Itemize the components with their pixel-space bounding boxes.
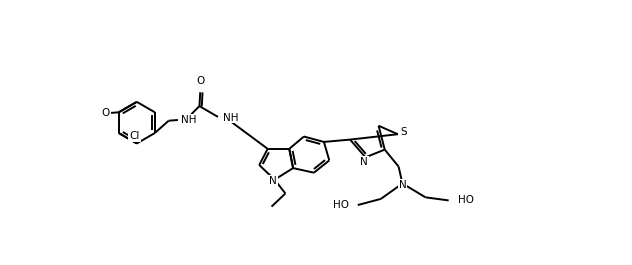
Text: N: N (399, 180, 406, 190)
Text: HO: HO (332, 200, 348, 210)
Text: HO: HO (458, 195, 474, 205)
Text: NH: NH (181, 115, 197, 125)
Text: O: O (102, 108, 110, 118)
Text: S: S (401, 127, 407, 137)
Text: Cl: Cl (130, 131, 140, 141)
Text: N: N (360, 157, 368, 167)
Text: N: N (269, 176, 277, 186)
Text: O: O (196, 76, 204, 86)
Text: NH: NH (222, 113, 238, 123)
